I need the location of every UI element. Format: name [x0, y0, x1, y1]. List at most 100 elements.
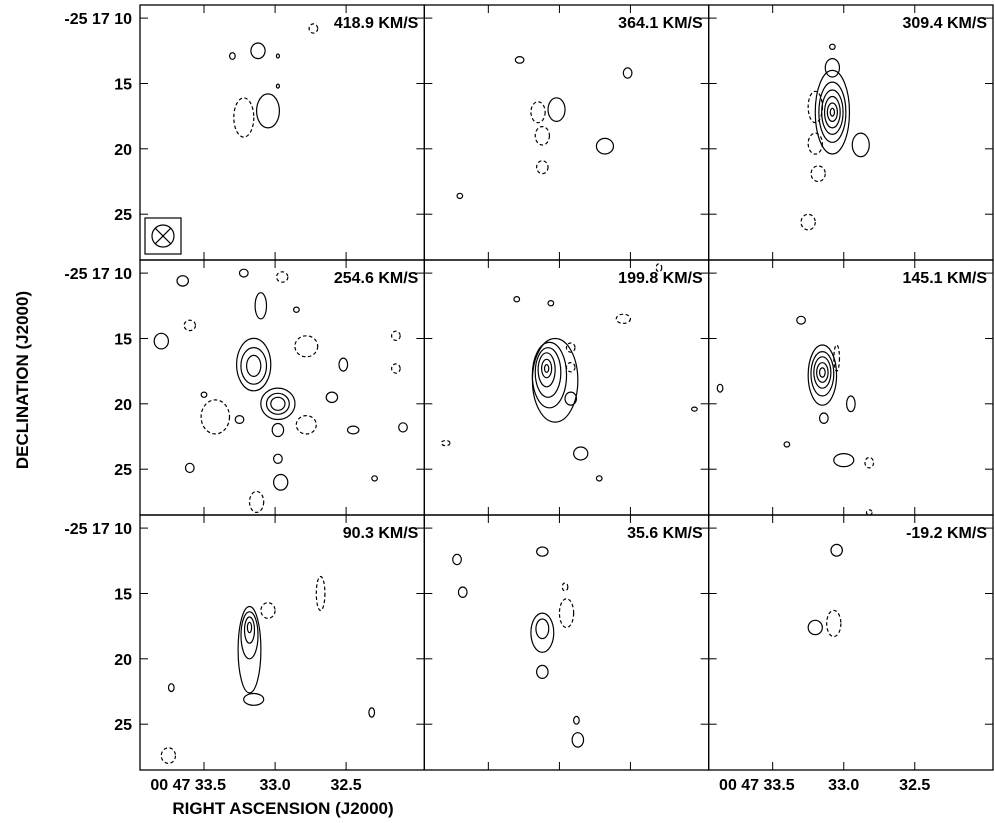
- y-tick-label: 15: [114, 77, 132, 94]
- velocity-label: 418.9 KM/S: [334, 15, 419, 32]
- positive-contour: [530, 612, 555, 653]
- negative-contour: [565, 361, 576, 373]
- panel-frame: [423, 514, 710, 771]
- negative-contour: [534, 126, 551, 146]
- positive-contour: [534, 347, 562, 398]
- positive-contour: [238, 268, 249, 278]
- positive-contour: [622, 67, 633, 79]
- negative-contour: [183, 319, 197, 332]
- negative-contour: [308, 23, 319, 34]
- channel-panel: 364.1 KM/S: [423, 4, 710, 261]
- positive-contour: [325, 391, 339, 404]
- positive-contour: [246, 621, 253, 634]
- positive-contour: [571, 732, 585, 748]
- positive-contour: [292, 306, 300, 313]
- positive-contour: [265, 392, 290, 415]
- positive-contour: [716, 383, 724, 393]
- positive-contour: [814, 69, 851, 155]
- y-tick-label: 25: [114, 207, 132, 224]
- positive-contour: [783, 441, 791, 448]
- positive-contour: [547, 97, 566, 122]
- positive-contour: [595, 475, 603, 482]
- positive-contour: [153, 332, 169, 350]
- positive-contour: [243, 616, 256, 644]
- x-tick-label: 33.0: [828, 777, 859, 794]
- negative-contour: [160, 747, 177, 765]
- positive-contour: [452, 553, 462, 566]
- positive-contour: [338, 357, 349, 372]
- positive-contour: [818, 81, 847, 143]
- channel-panel: -19.2 KM/S 00 47 33.5 33.0 32.5: [708, 514, 994, 794]
- positive-contour: [346, 425, 360, 435]
- positive-contour: [536, 664, 549, 679]
- contour-group: [716, 315, 875, 515]
- velocity-label: 364.1 KM/S: [618, 15, 703, 32]
- contour-group: [228, 23, 319, 138]
- positive-contour: [272, 473, 289, 491]
- positive-contour: [821, 89, 844, 136]
- positive-contour: [234, 415, 245, 425]
- positive-contour: [176, 275, 189, 287]
- positive-contour: [371, 475, 379, 482]
- velocity-label: 309.4 KM/S: [903, 15, 988, 32]
- negative-contour: [807, 90, 823, 124]
- positive-contour: [237, 605, 262, 694]
- y-tick-label: 25: [114, 717, 132, 734]
- positive-contour: [368, 707, 376, 718]
- positive-contour: [240, 347, 268, 385]
- positive-contour: [823, 95, 841, 129]
- positive-contour: [200, 391, 208, 398]
- positive-contour: [514, 56, 525, 64]
- beam-cross: [154, 227, 172, 245]
- positive-contour: [513, 296, 521, 303]
- x-tick-label: 00 47 33.5: [719, 777, 795, 794]
- positive-contour: [275, 83, 280, 89]
- panel-frame: [423, 4, 710, 261]
- panel-frame: [708, 514, 994, 771]
- negative-contour: [530, 101, 546, 124]
- negative-contour: [833, 344, 841, 372]
- positive-contour: [541, 358, 553, 379]
- velocity-label: 199.8 KM/S: [618, 270, 703, 287]
- y-tick-label: 15: [114, 332, 132, 349]
- negative-contour: [655, 263, 663, 273]
- y-tick-label: -25 17 10: [64, 266, 132, 283]
- contour-group: [153, 268, 408, 513]
- negative-contour: [390, 363, 401, 374]
- beam-ellipse: [151, 224, 175, 248]
- panel-frame: [139, 4, 425, 261]
- negative-contour: [800, 213, 816, 231]
- y-tick-label: 20: [114, 652, 132, 669]
- positive-contour: [245, 354, 262, 378]
- contour-group: [800, 43, 870, 231]
- channel-panel: 145.1 KM/S: [708, 259, 994, 516]
- positive-contour: [547, 300, 555, 307]
- velocity-label: 90.3 KM/S: [343, 525, 419, 542]
- positive-contour: [818, 367, 826, 378]
- channel-panel: 309.4 KM/S: [708, 4, 994, 261]
- contour-group: [807, 543, 843, 638]
- positive-contour: [398, 422, 408, 433]
- positive-contour: [810, 351, 835, 397]
- contour-group: [452, 546, 585, 748]
- positive-contour: [829, 107, 836, 117]
- x-axis-label: RIGHT ASCENSION (J2000): [172, 799, 393, 818]
- negative-contour: [315, 575, 326, 612]
- negative-contour: [807, 132, 823, 155]
- panel-frame: [139, 514, 425, 771]
- x-tick-label: 32.5: [331, 777, 362, 794]
- x-tick-label: 32.5: [899, 777, 930, 794]
- velocity-label: 145.1 KM/S: [903, 270, 988, 287]
- y-tick-label: 15: [114, 587, 132, 604]
- positive-contour: [250, 42, 266, 60]
- positive-contour: [457, 586, 468, 598]
- negative-contour: [558, 598, 575, 629]
- positive-contour: [275, 53, 280, 59]
- positive-contour: [807, 619, 823, 636]
- x-tick-label: 00 47 33.5: [150, 777, 226, 794]
- contour-group: [456, 56, 633, 200]
- panel-frame: [139, 259, 425, 516]
- panel-frame: [423, 259, 710, 516]
- negative-contour: [294, 335, 319, 358]
- negative-contour: [233, 97, 255, 138]
